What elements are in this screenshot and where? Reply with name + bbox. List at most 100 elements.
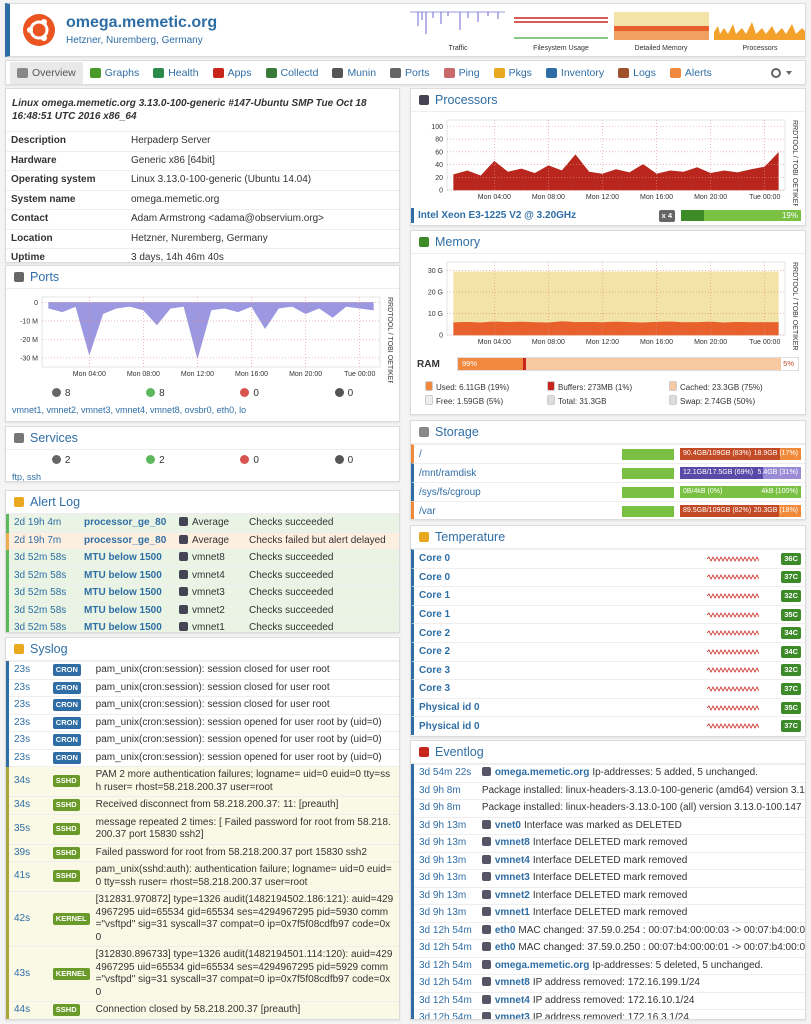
- status-counts: 2 2 0 0: [6, 450, 399, 470]
- link-list[interactable]: vmnet1, vmnet2, vmnet3, vmnet4, vmnet8, …: [12, 405, 247, 415]
- syslog-message: pam_unix(cron:session): session closed f…: [90, 696, 399, 714]
- event-entity[interactable]: vmnet1: [494, 907, 530, 918]
- alert-entity[interactable]: MTU below 1500: [79, 566, 174, 585]
- alert-entity[interactable]: MTU below 1500: [79, 619, 174, 632]
- sensor-name[interactable]: Core 1: [419, 609, 451, 621]
- event-message: Package installed: linux-headers-3.13.0-…: [481, 784, 805, 796]
- event-entity[interactable]: omega.memetic.org: [494, 959, 590, 971]
- alert-target-name[interactable]: vmnet1: [192, 622, 225, 633]
- syslog-tag-cell: KERNEL: [51, 946, 91, 1002]
- event-detail: Package installed: linux-headers-3.13.0-…: [476, 781, 805, 800]
- series-area: [453, 320, 779, 336]
- nav-item[interactable]: Apps: [206, 62, 259, 84]
- alert-row: 3d 52m 58s MTU below 1500 vmnet8 Checks suc…: [6, 549, 399, 567]
- sensor-name[interactable]: Physical id 0: [419, 720, 480, 732]
- alert-entity[interactable]: MTU below 1500: [79, 601, 174, 620]
- cpu-name[interactable]: Intel Xeon E3-1225 V2 @ 3.20GHz: [418, 210, 577, 221]
- event-entity[interactable]: eth0: [494, 924, 516, 936]
- nav-item[interactable]: Overview: [10, 61, 83, 84]
- status-count[interactable]: 8: [14, 387, 108, 399]
- syslog-message: pam_unix(cron:session): session opened f…: [90, 731, 399, 749]
- syslog-tag: CRON: [52, 699, 81, 711]
- alert-entity[interactable]: MTU below 1500: [79, 584, 174, 602]
- event-entity[interactable]: omega.memetic.org: [494, 767, 590, 778]
- syslog-tag-cell: SSHD: [51, 1001, 91, 1019]
- alert-entity[interactable]: processor_ge_80: [79, 531, 174, 550]
- syslog-tag-cell: SSHD: [51, 843, 91, 862]
- event-entity[interactable]: vmnet8: [494, 977, 530, 988]
- info-value: Adam Armstrong <adama@observium.org>: [126, 209, 399, 229]
- link-list[interactable]: ftp, ssh: [12, 472, 42, 482]
- storage-mount[interactable]: /mnt/ramdisk: [419, 467, 477, 479]
- storage-mount[interactable]: /var: [419, 505, 436, 517]
- sensor-name[interactable]: Core 1: [419, 590, 451, 602]
- nav-item[interactable]: Pkgs: [487, 62, 539, 84]
- event-entity[interactable]: vnet0: [494, 819, 521, 831]
- settings-menu[interactable]: [770, 66, 794, 80]
- storage-mount[interactable]: /sys/fs/cgroup: [419, 486, 481, 498]
- sensor-name[interactable]: Core 2: [419, 627, 451, 639]
- ram-segment: [525, 358, 781, 370]
- legend-swatch: [547, 381, 555, 391]
- nav-bar: Overview Graphs Health Apps Collectd Munin Por…: [5, 60, 806, 85]
- status-count[interactable]: 0: [297, 454, 391, 466]
- event-entity[interactable]: vmnet2: [494, 889, 530, 901]
- alert-target-name[interactable]: vmnet3: [192, 587, 225, 598]
- event-entity[interactable]: vmnet8: [494, 837, 530, 848]
- x-tick-label: Mon 20:00: [289, 371, 322, 378]
- eventlog-panel: Eventlog 3d 54m 22s omega.memetic.org Ip-ad…: [410, 740, 806, 1020]
- status-count[interactable]: 0: [203, 454, 297, 466]
- nav-item[interactable]: Graphs: [83, 62, 146, 84]
- mini-graphs[interactable]: Traffic Filesystem Usage Detailed Memory…: [408, 4, 806, 56]
- icon: [179, 604, 188, 614]
- alert-entity[interactable]: processor_ge_80: [79, 514, 174, 532]
- nav-label: Graphs: [104, 66, 140, 79]
- syslog-tag-cell: CRON: [51, 748, 91, 767]
- alert-entity[interactable]: MTU below 1500: [79, 549, 174, 567]
- sensor-name[interactable]: Physical id 0: [419, 702, 480, 714]
- status-count[interactable]: 2: [108, 454, 202, 466]
- sensor-name[interactable]: Core 2: [419, 646, 451, 658]
- syslog-row: 43s KERNEL [312830.896733] type=1326 audit…: [6, 946, 399, 1002]
- syslog-message: PAM 2 more authentication failures; logn…: [90, 766, 399, 797]
- nav-item[interactable]: Ports: [383, 62, 437, 84]
- nav-item[interactable]: Logs: [611, 62, 663, 84]
- info-row: Location Hetzner, Nuremberg, Germany: [6, 228, 399, 249]
- event-time: 3d 12h 54m: [411, 956, 477, 975]
- storage-mount[interactable]: /: [419, 448, 422, 460]
- event-entity[interactable]: vmnet3: [494, 1012, 530, 1020]
- alert-target-name[interactable]: Average: [192, 534, 230, 546]
- nav-item[interactable]: Collectd: [259, 62, 326, 84]
- nav-item[interactable]: Munin: [325, 62, 383, 84]
- alert-target-name[interactable]: vmnet2: [192, 604, 225, 616]
- sensor-name[interactable]: Core 3: [419, 664, 451, 676]
- status-count[interactable]: 0: [297, 387, 391, 399]
- sensor-row: Core 2 34C: [411, 641, 805, 661]
- sensor-name[interactable]: Core 3: [419, 683, 451, 695]
- alert-target: vmnet4: [174, 566, 244, 585]
- alert-target-name[interactable]: vmnet8: [192, 552, 225, 563]
- status-count[interactable]: 0: [203, 387, 297, 399]
- sensor-value: 34C: [781, 645, 801, 658]
- syslog-tag-cell: CRON: [51, 696, 91, 714]
- syslog-tag-cell: SSHD: [51, 813, 91, 844]
- nav-item[interactable]: Inventory: [539, 62, 611, 84]
- sensor-name[interactable]: Core 0: [419, 571, 451, 583]
- nav-item[interactable]: Health: [146, 62, 205, 84]
- event-entity[interactable]: vmnet3: [494, 872, 530, 883]
- panel-title: Eventlog: [411, 741, 805, 764]
- status-count[interactable]: 2: [14, 454, 108, 466]
- status-count[interactable]: 8: [108, 387, 202, 399]
- nav-item[interactable]: Ping: [437, 62, 487, 84]
- syslog-tag: SSHD: [52, 822, 80, 835]
- event-message: Interface DELETED mark removed: [532, 889, 688, 901]
- nav-item[interactable]: Alerts: [663, 62, 719, 84]
- syslog-tag-cell: CRON: [51, 731, 91, 749]
- alert-target-name[interactable]: vmnet4: [192, 569, 225, 581]
- event-entity[interactable]: eth0: [494, 942, 516, 953]
- alert-target-name[interactable]: Average: [192, 517, 230, 528]
- event-entity[interactable]: vmnet4: [494, 994, 530, 1006]
- sensor-name[interactable]: Core 0: [419, 553, 451, 565]
- event-entity[interactable]: vmnet4: [494, 854, 530, 866]
- hostname[interactable]: omega.memetic.org: [66, 14, 218, 31]
